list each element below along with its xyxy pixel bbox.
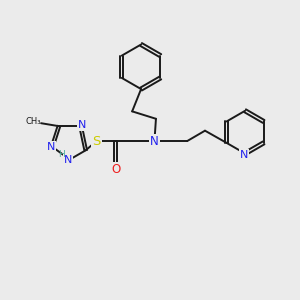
Text: N: N (78, 120, 86, 130)
Text: CH₃: CH₃ (25, 117, 40, 126)
Text: O: O (111, 163, 120, 176)
Text: N: N (239, 150, 248, 160)
Text: N: N (47, 142, 55, 152)
Text: N: N (64, 154, 73, 164)
Text: H: H (58, 150, 65, 159)
Text: S: S (92, 135, 101, 148)
Text: N: N (150, 135, 159, 148)
